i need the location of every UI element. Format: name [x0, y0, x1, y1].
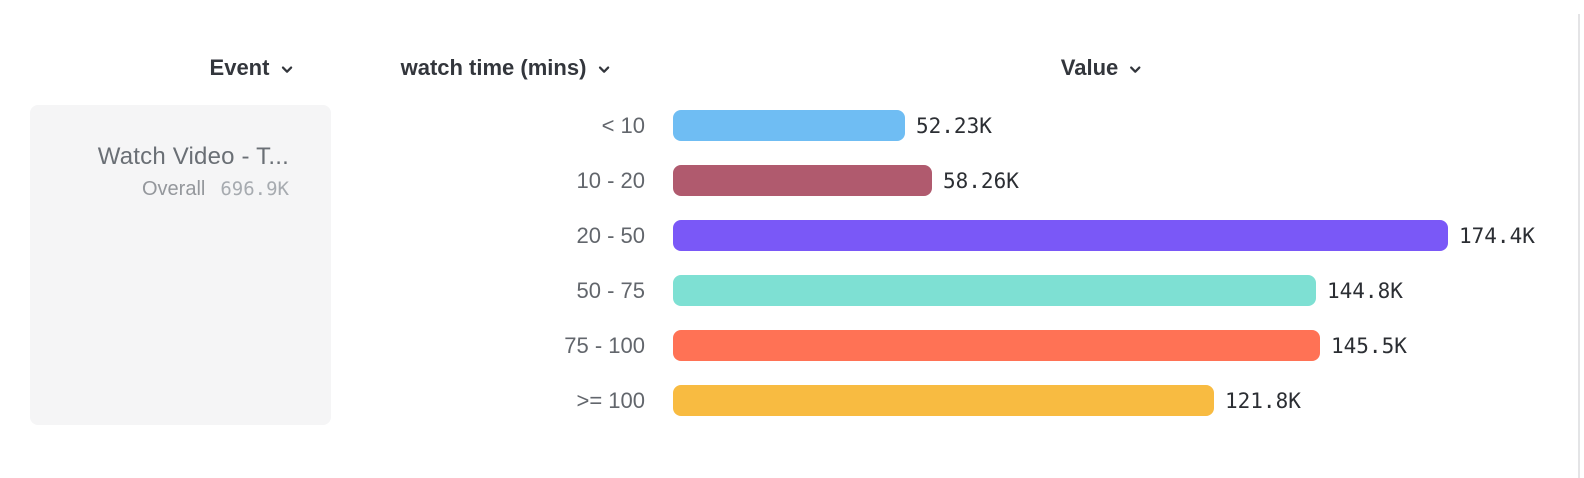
category-label: >= 100 — [576, 387, 645, 413]
panel-right-divider — [1578, 14, 1580, 478]
chevron-down-icon — [281, 66, 293, 73]
bar-segment[interactable] — [673, 275, 1316, 306]
event-overall-row: Overall 696.9K — [30, 178, 289, 201]
column-header-breakdown[interactable]: watch time (mins) — [401, 53, 612, 83]
value-label: 144.8K — [1327, 278, 1403, 303]
event-name: Watch Video - T... — [97, 143, 289, 170]
category-label: < 10 — [601, 112, 645, 138]
column-header-breakdown-label: watch time (mins) — [400, 55, 587, 80]
column-header-value-label: Value — [1060, 55, 1119, 80]
overall-label: Overall — [142, 178, 206, 200]
bar-chart-rows: < 10 52.23K 10 - 20 58.26K 20 - 50 174.4K 50 -… — [0, 98, 1584, 428]
bar-segment[interactable] — [673, 330, 1320, 361]
bar-segment[interactable] — [673, 385, 1214, 416]
bar-row: 75 - 100 145.5K — [0, 318, 1584, 373]
column-header-value[interactable]: Value — [1061, 53, 1143, 83]
category-label: 50 - 75 — [576, 277, 646, 303]
value-label: 145.5K — [1331, 333, 1407, 358]
event-panel[interactable]: Watch Video - T... Overall 696.9K — [30, 105, 331, 425]
category-label: 75 - 100 — [564, 332, 645, 358]
bar-row: 20 - 50 174.4K — [0, 208, 1584, 263]
chevron-down-icon — [1130, 66, 1141, 73]
value-label: 58.26K — [943, 168, 1019, 193]
bar-segment[interactable] — [673, 220, 1448, 251]
column-header-event[interactable]: Event — [210, 53, 295, 83]
bar-row: < 10 52.23K — [0, 98, 1584, 153]
value-label: 121.8K — [1225, 388, 1301, 413]
bar-segment[interactable] — [673, 110, 905, 141]
category-label: 10 - 20 — [576, 167, 646, 193]
bar-segment[interactable] — [673, 165, 932, 196]
bar-row: 50 - 75 144.8K — [0, 263, 1584, 318]
bar-row: 10 - 20 58.26K — [0, 153, 1584, 208]
value-label: 52.23K — [916, 113, 992, 138]
bar-row: >= 100 121.8K — [0, 373, 1584, 428]
chevron-down-icon — [598, 66, 610, 73]
overall-value: 696.9K — [220, 178, 289, 200]
column-header-event-label: Event — [209, 55, 270, 80]
value-label: 174.4K — [1459, 223, 1535, 248]
category-label: 20 - 50 — [576, 222, 646, 248]
